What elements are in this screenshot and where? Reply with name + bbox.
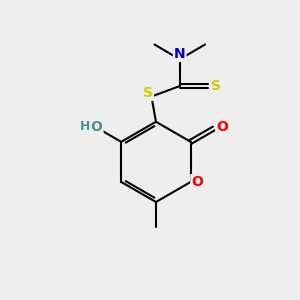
Text: O: O <box>216 120 228 134</box>
Text: O: O <box>91 120 103 134</box>
Text: S: S <box>211 79 221 93</box>
Text: O: O <box>191 175 203 189</box>
Text: S: S <box>143 86 153 100</box>
Text: H: H <box>80 121 91 134</box>
Text: N: N <box>174 47 185 61</box>
